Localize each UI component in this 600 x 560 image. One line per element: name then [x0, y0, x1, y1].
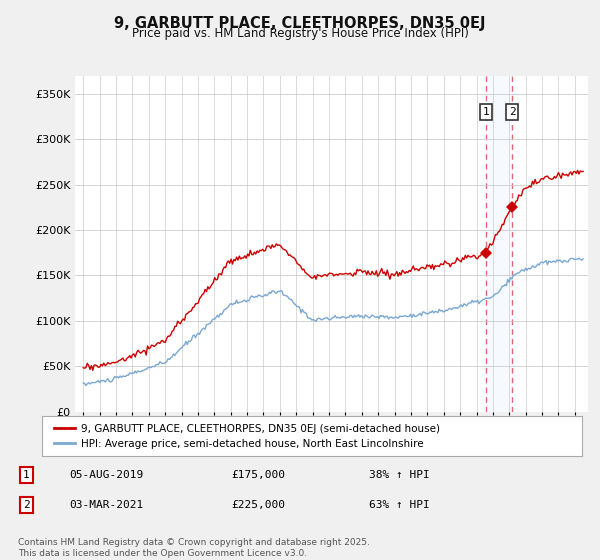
Text: 05-AUG-2019: 05-AUG-2019: [70, 470, 144, 480]
Text: 1: 1: [482, 107, 490, 117]
Text: Contains HM Land Registry data © Crown copyright and database right 2025.
This d: Contains HM Land Registry data © Crown c…: [18, 538, 370, 558]
Text: 03-MAR-2021: 03-MAR-2021: [70, 500, 144, 510]
Text: 2: 2: [23, 500, 30, 510]
Text: Price paid vs. HM Land Registry's House Price Index (HPI): Price paid vs. HM Land Registry's House …: [131, 27, 469, 40]
Text: £225,000: £225,000: [231, 500, 285, 510]
Text: 9, GARBUTT PLACE, CLEETHORPES, DN35 0EJ: 9, GARBUTT PLACE, CLEETHORPES, DN35 0EJ: [114, 16, 486, 31]
Text: 38% ↑ HPI: 38% ↑ HPI: [369, 470, 430, 480]
Text: 2: 2: [509, 107, 515, 117]
Text: 63% ↑ HPI: 63% ↑ HPI: [369, 500, 430, 510]
Legend: 9, GARBUTT PLACE, CLEETHORPES, DN35 0EJ (semi-detached house), HPI: Average pric: 9, GARBUTT PLACE, CLEETHORPES, DN35 0EJ …: [50, 419, 445, 453]
Text: 1: 1: [23, 470, 30, 480]
Text: £175,000: £175,000: [231, 470, 285, 480]
Bar: [486, 76, 512, 412]
